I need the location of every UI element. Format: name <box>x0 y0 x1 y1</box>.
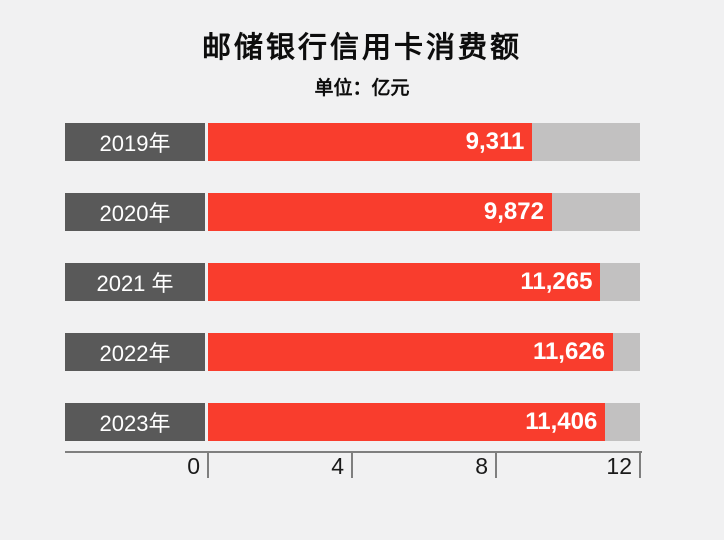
bar-row: 2022年 11,626 <box>0 333 724 371</box>
x-axis-tick <box>639 451 641 478</box>
chart-subtitle: 单位：亿元 <box>314 78 410 99</box>
x-axis-tick-label: 8 <box>475 453 488 479</box>
category-label-box: 2021 年 <box>65 263 205 301</box>
category-label-box: 2019年 <box>65 123 205 161</box>
x-axis-tick <box>207 451 209 478</box>
bar-row: 2020年 9,872 <box>0 193 724 231</box>
chart-title: 邮储银行信用卡消费额 <box>201 32 522 64</box>
bar-value-label: 11,626 <box>532 338 606 365</box>
bar-value-label: 11,406 <box>525 408 598 435</box>
bar-fill: 11,406 <box>208 403 606 441</box>
bar-track: 9,311 <box>208 123 640 161</box>
category-label: 2023年 <box>99 411 171 436</box>
category-label: 2021 年 <box>96 271 174 296</box>
bar-row: 2019年 9,311 <box>0 123 724 161</box>
category-label: 2022年 <box>99 341 171 366</box>
bar-fill: 9,872 <box>208 193 552 231</box>
x-axis-tick-label: 12 <box>606 453 632 479</box>
bar-track: 9,872 <box>208 193 640 231</box>
category-label-box: 2023年 <box>65 403 205 441</box>
bar-value-label: 9,311 <box>465 128 525 155</box>
bar-track: 11,406 <box>208 403 640 441</box>
bar-row: 2021 年 11,265 <box>0 263 724 301</box>
bar-fill: 9,311 <box>208 123 533 161</box>
bar-fill: 11,626 <box>208 333 614 371</box>
category-label-box: 2020年 <box>65 193 205 231</box>
x-axis-tick <box>495 451 497 478</box>
x-axis-line <box>65 451 642 453</box>
category-label-box: 2022年 <box>65 333 205 371</box>
bar-track: 11,626 <box>208 333 640 371</box>
bar-value-label: 9,872 <box>483 198 544 225</box>
bar-track: 11,265 <box>208 263 640 301</box>
category-label: 2020年 <box>99 201 171 226</box>
x-axis-tick-label: 0 <box>187 453 200 479</box>
x-axis-tick-label: 4 <box>331 453 344 479</box>
bar-row: 2023年 11,406 <box>0 403 724 441</box>
category-label: 2019年 <box>99 131 171 156</box>
bar-fill: 11,265 <box>208 263 601 301</box>
bar-value-label: 11,265 <box>520 268 593 295</box>
x-axis-tick <box>351 451 353 478</box>
